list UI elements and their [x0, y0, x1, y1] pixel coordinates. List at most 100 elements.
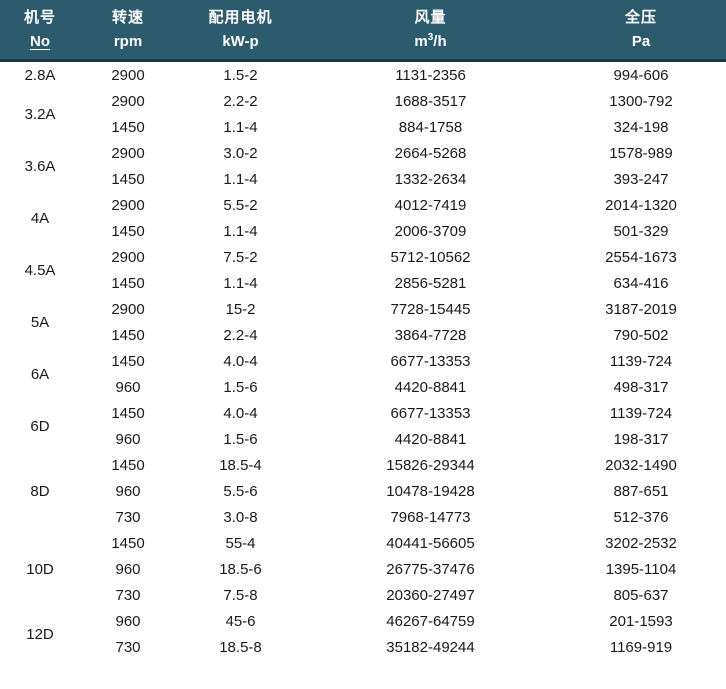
rpm-cell: 1450	[80, 270, 176, 296]
pressure-cell: 2554-1673	[556, 244, 726, 270]
motor-cell: 5.5-2	[176, 192, 305, 218]
model-cell: 4A	[0, 192, 80, 244]
col-header-model-zh: 机号	[23, 8, 56, 26]
rpm-cell: 2900	[80, 192, 176, 218]
motor-cell: 1.5-6	[176, 374, 305, 400]
col-header-pressure: 全压 Pa	[556, 0, 726, 62]
model-cell: 12D	[0, 608, 80, 660]
rpm-cell: 2900	[80, 140, 176, 166]
table-row: 10D 1450 55-4 40441-56605 3202-2532	[0, 530, 726, 608]
model-cell: 6D	[0, 400, 80, 452]
table-row: 8D 1450 18.5-4 15826-29344 2032-1490	[0, 452, 726, 530]
motor-cell: 1.1-4	[176, 166, 305, 192]
airflow-cell: 15826-29344	[305, 452, 556, 478]
pressure-cell: 1395-1104	[556, 556, 726, 582]
col-header-airflow-zh: 风量	[414, 8, 447, 26]
pressure-cell: 1139-724	[556, 348, 726, 374]
airflow-cell: 7728-15445	[305, 296, 556, 322]
motor-cell: 2.2-4	[176, 322, 305, 348]
pressure-cell: 790-502	[556, 322, 726, 348]
table-row: 2.8A 2900 1.5-2 1131-2356 994-606	[0, 60, 726, 88]
table-header: 机号 No 转速 rpm 配用电机 kW-p 风量 m3/h 全压 Pa	[0, 0, 726, 62]
col-header-airflow: 风量 m3/h	[305, 0, 556, 62]
table-row: 5A 2900 15-2 7728-15445 3187-2019	[0, 296, 726, 348]
rpm-cell: 730	[80, 582, 176, 608]
motor-cell: 15-2	[176, 296, 305, 322]
pressure-cell: 805-637	[556, 582, 726, 608]
rpm-cell: 960	[80, 608, 176, 634]
model-cell: 8D	[0, 452, 80, 530]
pressure-cell: 1578-989	[556, 140, 726, 166]
table-row: 3.6A 2900 3.0-2 2664-5268 1578-989	[0, 140, 726, 192]
motor-cell: 4.0-4	[176, 400, 305, 426]
header-row: 机号 No 转速 rpm 配用电机 kW-p 风量 m3/h 全压 Pa	[0, 0, 726, 62]
col-header-rpm: 转速 rpm	[80, 0, 176, 62]
rpm-cell: 1450	[80, 218, 176, 244]
airflow-cell: 4420-8841	[305, 374, 556, 400]
airflow-cell: 2006-3709	[305, 218, 556, 244]
airflow-cell: 6677-13353	[305, 400, 556, 426]
model-cell: 5A	[0, 296, 80, 348]
table-row: 6D 1450 4.0-4 6677-13353 1139-724	[0, 400, 726, 452]
motor-cell: 18.5-6	[176, 556, 305, 582]
airflow-cell: 6677-13353	[305, 348, 556, 374]
airflow-cell: 46267-64759	[305, 608, 556, 634]
airflow-cell: 2664-5268	[305, 140, 556, 166]
airflow-cell: 884-1758	[305, 114, 556, 140]
table-row: 1450 2.2-4 3864-7728 790-502	[0, 322, 726, 348]
rpm-cell: 2900	[80, 88, 176, 114]
model-cell: 6A	[0, 348, 80, 400]
col-header-rpm-zh: 转速	[111, 8, 144, 26]
pressure-cell: 2032-1490	[556, 452, 726, 478]
pressure-cell: 2014-1320	[556, 192, 726, 218]
col-header-model: 机号 No	[0, 0, 80, 62]
table-row: 960 5.5-6 10478-19428 887-651	[0, 478, 726, 504]
table-row: 960 1.5-6 4420-8841 198-317	[0, 426, 726, 452]
rpm-cell: 960	[80, 426, 176, 452]
fan-spec-table: 机号 No 转速 rpm 配用电机 kW-p 风量 m3/h 全压 Pa	[0, 0, 726, 660]
airflow-cell: 1688-3517	[305, 88, 556, 114]
rpm-cell: 2900	[80, 296, 176, 322]
table-row: 1450 1.1-4 2856-5281 634-416	[0, 270, 726, 296]
pressure-cell: 501-329	[556, 218, 726, 244]
col-header-motor-en: kW-p	[222, 32, 259, 50]
table-row: 4.5A 2900 7.5-2 5712-10562 2554-1673	[0, 244, 726, 296]
model-cell: 3.6A	[0, 140, 80, 192]
col-header-motor: 配用电机 kW-p	[176, 0, 305, 62]
rpm-cell: 730	[80, 504, 176, 530]
motor-cell: 1.1-4	[176, 218, 305, 244]
motor-cell: 3.0-2	[176, 140, 305, 166]
airflow-cell: 3864-7728	[305, 322, 556, 348]
rpm-cell: 960	[80, 374, 176, 400]
rpm-cell: 1450	[80, 530, 176, 556]
table-row: 1450 1.1-4 884-1758 324-198	[0, 114, 726, 140]
motor-cell: 2.2-2	[176, 88, 305, 114]
pressure-cell: 324-198	[556, 114, 726, 140]
rpm-cell: 1450	[80, 452, 176, 478]
airflow-cell: 5712-10562	[305, 244, 556, 270]
motor-cell: 55-4	[176, 530, 305, 556]
col-header-rpm-en: rpm	[113, 32, 143, 50]
col-header-model-en: No	[30, 32, 50, 50]
rpm-cell: 1450	[80, 400, 176, 426]
rpm-cell: 2900	[80, 60, 176, 88]
pressure-cell: 512-376	[556, 504, 726, 530]
col-header-pressure-zh: 全压	[624, 8, 657, 26]
airflow-cell: 20360-27497	[305, 582, 556, 608]
rpm-cell: 730	[80, 634, 176, 660]
pressure-cell: 198-317	[556, 426, 726, 452]
pressure-cell: 1169-919	[556, 634, 726, 660]
table-row: 12D 960 45-6 46267-64759 201-1593	[0, 608, 726, 660]
table-row: 1450 1.1-4 2006-3709 501-329	[0, 218, 726, 244]
motor-cell: 45-6	[176, 608, 305, 634]
col-header-airflow-en: m3/h	[414, 31, 447, 50]
motor-cell: 1.1-4	[176, 114, 305, 140]
pressure-cell: 3202-2532	[556, 530, 726, 556]
pressure-cell: 887-651	[556, 478, 726, 504]
table-row: 4A 2900 5.5-2 4012-7419 2014-1320	[0, 192, 726, 244]
table-row: 730 18.5-8 35182-49244 1169-919	[0, 634, 726, 660]
airflow-cell: 10478-19428	[305, 478, 556, 504]
airflow-cell: 1332-2634	[305, 166, 556, 192]
col-header-motor-zh: 配用电机	[208, 8, 273, 26]
